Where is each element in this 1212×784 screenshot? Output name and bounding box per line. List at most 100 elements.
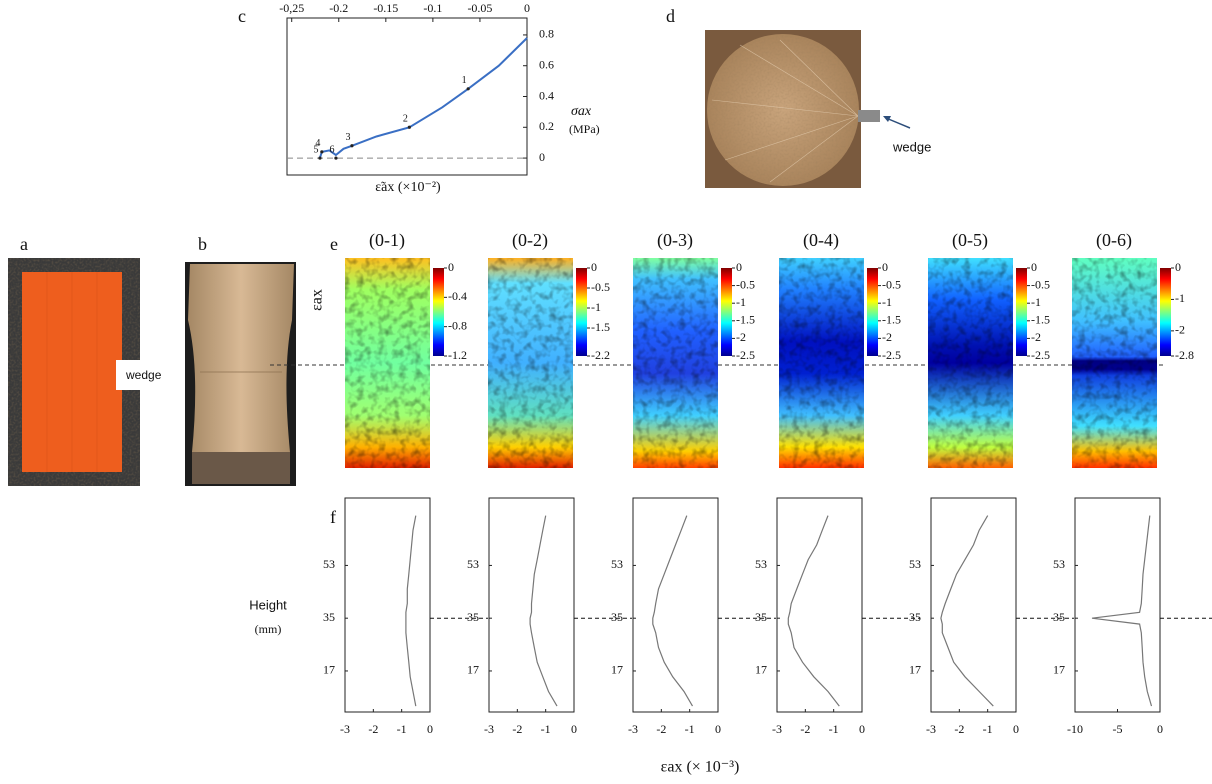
colorbar-tick-label: -2 [882, 330, 892, 344]
heatmap-texture [928, 258, 1013, 468]
y-axis-label: (MPa) [569, 122, 600, 136]
colorbar-tick-label: -2.2 [591, 348, 610, 362]
heatmap-texture [779, 258, 864, 468]
colorbar [1016, 268, 1027, 356]
colorbar-tick-label: -2 [1175, 323, 1185, 337]
colorbar [1160, 268, 1171, 356]
annotation: 3 [345, 132, 350, 143]
plot-frame [930, 497, 1017, 713]
panel-label: f [330, 507, 336, 527]
profile-y-label: Height [249, 597, 287, 612]
y-tick-label: 53 [467, 557, 479, 571]
annotation-point [466, 87, 470, 91]
x-tick-label: 0 [524, 1, 530, 15]
y-axis-label: σax [571, 104, 592, 119]
x-tick-label: -0,25 [279, 1, 304, 15]
colorbar-tick-label: -0.5 [1031, 277, 1050, 291]
strain-profile [529, 515, 558, 707]
x-tick-label: -3 [628, 722, 638, 736]
x-tick-label: -2 [512, 722, 522, 736]
x-tick-label: 0 [427, 722, 433, 736]
annotation-point [320, 150, 324, 154]
strain-profile [405, 515, 417, 707]
x-tick-label: -2 [954, 722, 964, 736]
annotation-point [334, 156, 338, 160]
x-tick-label: 0 [715, 722, 721, 736]
x-tick-label: -1 [397, 722, 407, 736]
colorbar-tick-label: -0.4 [448, 289, 467, 303]
heatmap-title: (0-4) [803, 230, 839, 251]
x-tick-label: -2 [368, 722, 378, 736]
colorbar-tick-label: -0.5 [591, 280, 610, 294]
annotation-point [318, 156, 322, 160]
colorbar-tick-label: -1 [1031, 295, 1041, 309]
y-tick-label: 35 [755, 610, 767, 624]
colorbar-tick-label: 0 [591, 260, 597, 274]
strain-profile [1091, 515, 1153, 707]
x-axis-label: ε̃ax (×10⁻²) [375, 180, 441, 195]
annotation: 4 [315, 138, 320, 149]
x-tick-label: -1 [541, 722, 551, 736]
colorbar-tick-label: 0 [1031, 260, 1037, 274]
profile-y-label: (mm) [255, 622, 282, 636]
colorbar [433, 268, 444, 356]
y-tick-label: 17 [909, 663, 921, 677]
heatmap-title: (0-6) [1096, 230, 1132, 251]
x-tick-label: -10 [1067, 722, 1083, 736]
strain-profile [652, 515, 694, 707]
x-tick-label: -2 [800, 722, 810, 736]
heatmap-title: (0-5) [952, 230, 988, 251]
heatmap-title: (0-3) [657, 230, 693, 251]
heatmap-texture [633, 258, 718, 468]
colorbar-tick-label: -1.2 [448, 348, 467, 362]
y-tick-label: 17 [1053, 663, 1065, 677]
x-tick-label: -1 [685, 722, 695, 736]
strain-profile [787, 515, 840, 707]
colorbar-tick-label: -1 [1175, 291, 1185, 305]
y-tick-label: 17 [467, 663, 479, 677]
x-tick-label: 0 [1157, 722, 1163, 736]
y-tick-label: 53 [323, 557, 335, 571]
colorbar-tick-label: -1.5 [1031, 313, 1050, 327]
y-tick-label: 35 [611, 610, 623, 624]
y-tick-label: 53 [611, 557, 623, 571]
heatmap-texture [345, 258, 430, 468]
photo-d: wedge [705, 30, 931, 188]
stress-strain-line [318, 37, 528, 159]
y-tick-label: 0.6 [539, 57, 554, 71]
colorbar [721, 268, 732, 356]
photo-b [185, 262, 296, 486]
annotation-point [407, 125, 411, 129]
plot-frame [1074, 497, 1161, 713]
y-tick-label: 53 [755, 557, 767, 571]
callout: wedge [892, 139, 931, 154]
colorbar-tick-label: 0 [882, 260, 888, 274]
x-tick-label: -5 [1113, 722, 1123, 736]
x-tick-label: 0 [571, 722, 577, 736]
x-tick-label: -3 [772, 722, 782, 736]
x-tick-label: -3 [926, 722, 936, 736]
x-tick-label: -3 [484, 722, 494, 736]
colorbar-tick-label: -1.5 [736, 313, 755, 327]
x-tick-label: -0.1 [423, 1, 442, 15]
y-tick-label: 0.8 [539, 27, 554, 41]
y-tick-label: 35 [1053, 610, 1065, 624]
y-tick-label: 53 [909, 557, 921, 571]
y-tick-label: 35 [467, 610, 479, 624]
colorbar-tick-label: -0.5 [736, 277, 755, 291]
x-tick-label: -0.2 [329, 1, 348, 15]
heatmap-title: (0-2) [512, 230, 548, 251]
heatmap-y-label: εax [309, 289, 326, 311]
plot-frame [776, 497, 863, 713]
x-tick-label: 0 [1013, 722, 1019, 736]
annotation: 6 [329, 144, 334, 155]
colorbar-tick-label: -1.5 [882, 313, 901, 327]
colorbar-tick-label: -0.8 [448, 318, 467, 332]
plot-frame [488, 497, 575, 713]
y-tick-label: 0.2 [539, 119, 554, 133]
panel-label: b [198, 234, 207, 254]
y-tick-label: 35 [909, 610, 921, 624]
colorbar-tick-label: 0 [1175, 260, 1181, 274]
y-tick-label: 17 [611, 663, 623, 677]
